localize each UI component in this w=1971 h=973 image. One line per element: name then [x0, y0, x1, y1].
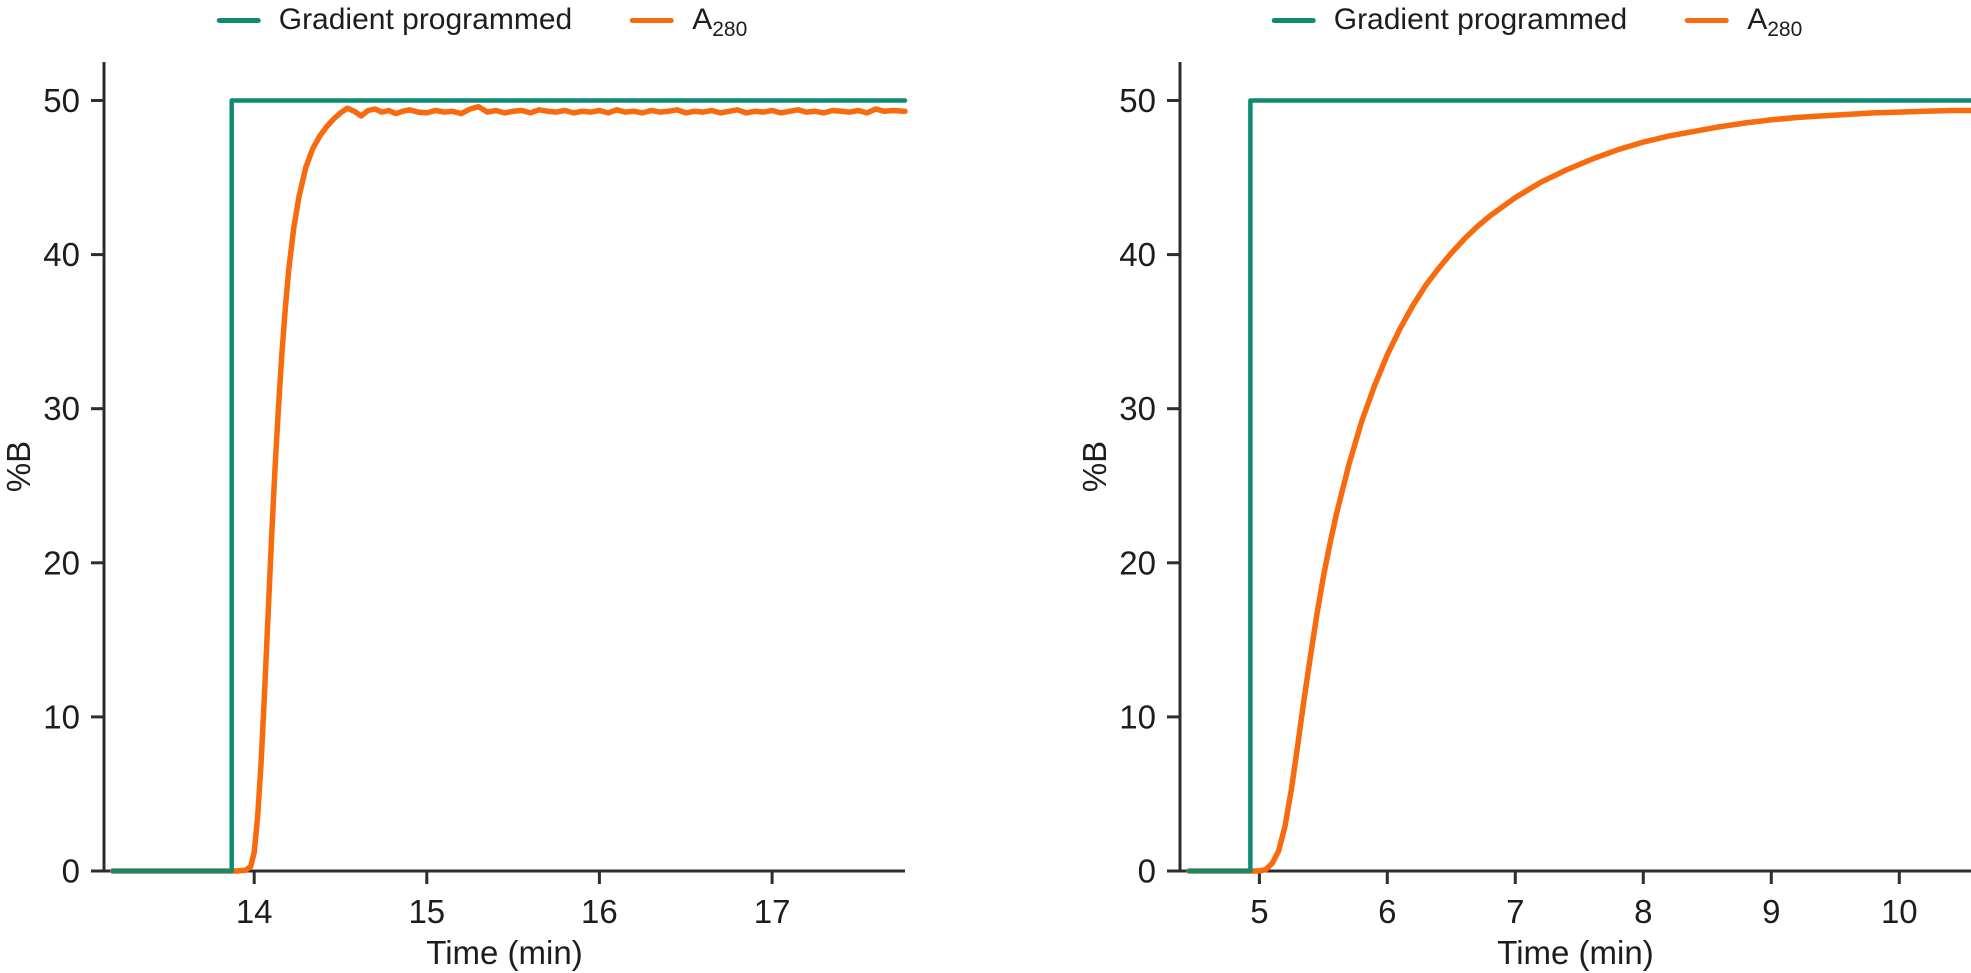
series-line-gradient	[1186, 98, 1971, 874]
legend-item-gradient-programmed: Gradient programmed	[1271, 3, 1628, 37]
y-tick-label: 10	[43, 698, 80, 735]
x-tick-label: 9	[1762, 893, 1780, 930]
x-tick-label: 16	[581, 893, 618, 930]
y-tick-label: 20	[1119, 544, 1156, 581]
legend-left: Gradient programmed A280	[216, 3, 748, 41]
y-tick-label: 10	[1119, 698, 1156, 735]
x-tick-label: 17	[754, 893, 791, 930]
legend-label-gradient: Gradient programmed	[1333, 3, 1628, 36]
x-tick-label: 5	[1250, 893, 1268, 930]
x-tick-label: 10	[1881, 893, 1918, 930]
a280-line-swatch	[1685, 17, 1730, 23]
y-tick-label: 0	[62, 853, 80, 890]
legend-right: Gradient programmed A280	[1271, 3, 1803, 41]
series-line-a280	[109, 103, 908, 874]
y-tick-label: 50	[1119, 82, 1156, 119]
chart-left-sharp-gradient: 0 10 20 30 40 50 14 15 16 17 Time (min) %B	[0, 62, 908, 971]
y-tick-label: 30	[43, 390, 80, 427]
x-tick-label: 7	[1506, 893, 1524, 930]
x-tick-label: 6	[1378, 893, 1396, 930]
chart-right-slow-gradient: 0 10 20 30 40 50 5 6 7 8 9 10 Time (min) %B	[1076, 62, 1971, 971]
legend-label-a280: A280	[692, 3, 748, 41]
x-tick-label: 15	[408, 893, 445, 930]
legend-item-gradient-programmed: Gradient programmed	[216, 3, 573, 37]
axis-spines	[102, 62, 905, 873]
series-line-a280	[1186, 107, 1971, 874]
gradient-line-swatch	[216, 17, 261, 23]
y-axis-title: %B	[1076, 441, 1113, 492]
legend-item-a280: A280	[1685, 3, 1803, 41]
a280-line-swatch	[630, 17, 675, 23]
legend-item-a280: A280	[630, 3, 748, 41]
y-tick-label: 40	[1119, 236, 1156, 273]
x-axis-title: Time (min)	[1497, 934, 1653, 971]
legend-label-gradient: Gradient programmed	[278, 3, 573, 36]
y-tick-label: 40	[43, 236, 80, 273]
series-line-gradient	[110, 98, 908, 874]
y-tick-label: 50	[43, 82, 80, 119]
y-tick-label: 20	[43, 544, 80, 581]
y-tick-label: 0	[1138, 853, 1156, 890]
x-tick-label: 14	[236, 893, 273, 930]
x-tick-label: 8	[1634, 893, 1652, 930]
x-axis-title: Time (min)	[426, 934, 582, 971]
gradient-line-swatch	[1271, 17, 1316, 23]
y-axis-title: %B	[0, 441, 37, 492]
y-tick-label: 30	[1119, 390, 1156, 427]
legend-label-a280: A280	[1747, 3, 1803, 41]
